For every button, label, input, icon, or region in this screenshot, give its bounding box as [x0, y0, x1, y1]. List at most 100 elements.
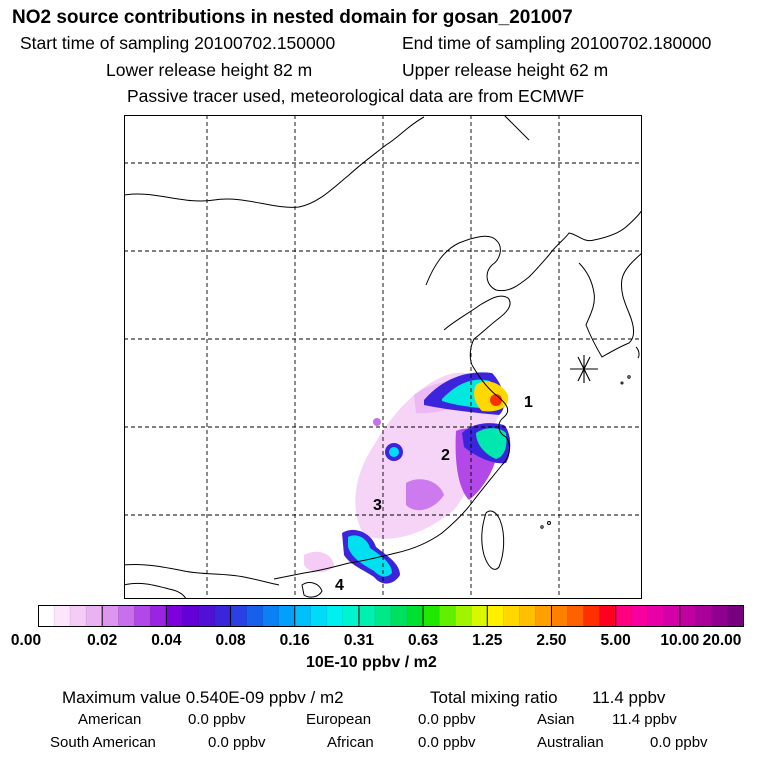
region-name-american: American: [78, 711, 142, 728]
colorbar-cell: [583, 605, 601, 627]
region-name-european: European: [306, 711, 372, 728]
colorbar-cell: [310, 605, 328, 627]
max-value: Maximum value 0.540E-09 ppbv / m2: [62, 688, 344, 707]
colorbar-tick-label: 2.50: [536, 632, 567, 649]
colorbar-cell: [471, 605, 488, 627]
region-value-australian: 0.0 ppbv: [650, 734, 708, 751]
coast-east-china: [348, 364, 510, 564]
colorbar-tick-label: 0.63: [407, 632, 439, 649]
source-label-3: 3: [373, 497, 382, 514]
region-name-asian: Asian: [537, 711, 575, 728]
total-mixing-value: 11.4 ppbv: [592, 688, 666, 707]
start-time-label: Start time of sampling 20100702.150000: [20, 33, 336, 53]
colorbar-cell: [519, 605, 536, 627]
colorbar-cell: [198, 605, 215, 627]
colorbar-cell: [615, 605, 633, 627]
region-value-african: 0.0 ppbv: [418, 734, 476, 751]
plume-shanghai-hotspot: [490, 394, 502, 406]
colorbar-cell: [663, 605, 681, 627]
colorbar-cell: [86, 605, 103, 627]
source-label-2: 2: [441, 447, 450, 464]
grid-lines: [124, 115, 642, 599]
source-label-1: 1: [524, 394, 533, 411]
island: [635, 346, 640, 359]
colorbar-cell: [679, 605, 697, 627]
concentration-field: [304, 372, 511, 584]
plume-guangzhou-cyan: [348, 535, 392, 577]
region-name-african: African: [327, 734, 374, 751]
region-name-australian: Australian: [537, 734, 604, 751]
colorbar-unit: 10E-10 ppbv / m2: [306, 654, 437, 671]
border-northeast: [503, 115, 530, 141]
korea-coast: [578, 252, 642, 358]
colorbar-cell: [647, 605, 665, 627]
map-frame: [124, 115, 642, 599]
source-label-4: 4: [335, 577, 344, 594]
plume-violet-south: [406, 479, 444, 511]
colorbar-cell: [38, 605, 55, 627]
island: [547, 521, 551, 525]
colorbar-tick-label: 5.00: [600, 632, 631, 649]
colorbar-cell: [727, 605, 744, 627]
colorbar-cell: [182, 605, 199, 627]
colorbar-tick-label: 20.00: [702, 632, 742, 649]
colorbar-cell: [439, 605, 456, 627]
colorbar-cell: [374, 605, 392, 627]
colorbar-cell: [278, 605, 296, 627]
colorbar-cell: [102, 605, 119, 627]
colorbar-cell: [407, 605, 424, 627]
colorbar-cell: [551, 605, 568, 627]
colorbar-cell: [214, 605, 232, 627]
island: [620, 381, 624, 385]
colorbar-cell: [695, 605, 713, 627]
colorbar-cell: [423, 605, 440, 627]
colorbar-cell: [166, 605, 183, 627]
coast-shandong: [443, 295, 511, 366]
island: [627, 375, 631, 379]
plume-hangzhou-cyan: [476, 428, 507, 459]
colorbar-cell: [150, 605, 167, 627]
colorbar-cell: [230, 605, 248, 627]
plot-title: NO2 source contributions in nested domai…: [12, 7, 573, 28]
border-southwest: [124, 582, 187, 599]
colorbar-cell: [487, 605, 504, 627]
colorbar-cell: [503, 605, 520, 627]
plume-dot: [373, 418, 381, 426]
plume-small-patch-core: [389, 447, 399, 457]
colorbar-tick-label: 0.08: [215, 632, 246, 649]
colorbar-cell: [134, 605, 151, 627]
colorbar-tick-label: 10.00: [660, 632, 700, 649]
region-value-asian: 11.4 ppbv: [612, 711, 677, 728]
end-time-label: End time of sampling 20100702.180000: [402, 33, 712, 53]
plume-southwest-haze: [304, 551, 334, 573]
coast-bohai: [425, 209, 642, 292]
colorbar: [38, 605, 744, 627]
coastlines: [124, 115, 642, 599]
colorbar-cell: [118, 605, 135, 627]
border-south: [124, 564, 280, 586]
border-north: [124, 116, 425, 208]
region-value-american: 0.0 ppbv: [188, 711, 246, 728]
map-panel: 1 2 3 4: [124, 115, 642, 599]
colorbar-tick-label: 0.31: [343, 632, 374, 649]
colorbar-cell: [711, 605, 729, 627]
data-note: Passive tracer used, meteorological data…: [127, 86, 585, 106]
colorbar-cell: [567, 605, 585, 627]
colorbar-cell: [631, 605, 649, 627]
colorbar-frame: [38, 605, 744, 627]
colorbar-tick-label: 1.25: [472, 632, 503, 649]
taiwan: [481, 510, 505, 570]
upper-height-label: Upper release height 62 m: [402, 60, 609, 80]
region-value-south-american: 0.0 ppbv: [208, 734, 266, 751]
colorbar-cell: [326, 605, 344, 627]
colorbar-cell: [535, 605, 552, 627]
colorbar-cell: [54, 605, 71, 627]
colorbar-cell: [342, 605, 360, 627]
colorbar-cell: [391, 605, 408, 627]
region-value-european: 0.0 ppbv: [418, 711, 476, 728]
region-name-south-american: South American: [50, 734, 156, 751]
receptor-star-icon: [570, 355, 598, 383]
coast-south-china: [273, 562, 350, 580]
plume-outer-haze: [355, 372, 502, 539]
hainan: [301, 582, 323, 598]
